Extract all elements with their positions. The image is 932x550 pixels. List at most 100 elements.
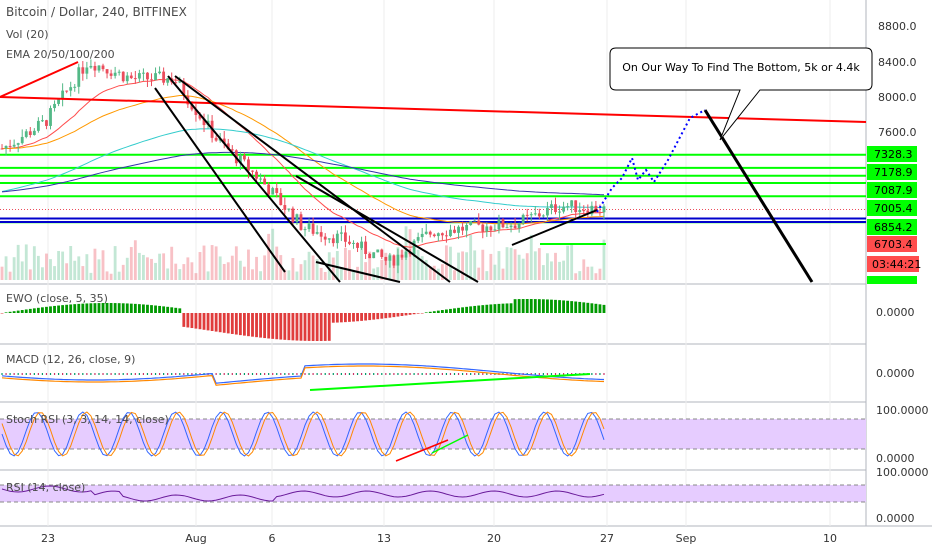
- volume-bar: [440, 264, 444, 280]
- volume-bar: [85, 254, 89, 280]
- macd-hist-bar: [534, 373, 536, 375]
- candle-body: [4, 145, 8, 149]
- candle-body: [283, 205, 287, 210]
- candle-body: [190, 104, 194, 110]
- candle-body: [315, 232, 319, 234]
- ewo-bar: [182, 313, 186, 327]
- macd-hist-bar: [179, 373, 181, 375]
- macd-pane: [1, 363, 605, 391]
- ewo-bar: [218, 313, 222, 333]
- volume-bar: [8, 271, 12, 280]
- candle-body: [481, 224, 485, 232]
- rsi-tick-bottom: 0.0000: [876, 512, 915, 525]
- ewo-bar: [489, 304, 493, 313]
- macd-hist-bar: [259, 373, 262, 375]
- ewo-bar: [32, 308, 36, 313]
- ewo-bar: [412, 313, 416, 315]
- macd-hist-bar: [90, 373, 92, 375]
- volume-bar: [57, 251, 60, 280]
- ewo-bar: [400, 313, 404, 316]
- ema-200-line: [1, 151, 605, 196]
- macd-hist-bar: [21, 373, 23, 375]
- volume-bar: [16, 244, 20, 280]
- volume-bar: [129, 247, 133, 280]
- ewo-bar: [142, 304, 145, 313]
- ewo-bar: [214, 313, 218, 332]
- volume-bar: [339, 267, 343, 280]
- stoch-tick-bottom: 0.0000: [876, 452, 915, 465]
- volume-bar: [461, 251, 464, 280]
- macd-hist-bar: [227, 373, 229, 375]
- volume-bar: [210, 245, 214, 280]
- volume-bar: [331, 257, 335, 280]
- candle-body: [574, 200, 578, 213]
- macd-hist-bar: [554, 373, 557, 375]
- ewo-bar: [323, 313, 327, 341]
- candle-body: [275, 188, 279, 193]
- ewo-bar: [174, 307, 178, 313]
- volume-label: Vol (20): [6, 28, 49, 41]
- candle-body: [562, 206, 565, 212]
- ewo-bar: [198, 313, 202, 330]
- volume-bar: [493, 264, 497, 280]
- volume-bar: [206, 271, 210, 280]
- ewo-bar: [77, 303, 81, 313]
- volume-bar: [202, 245, 206, 280]
- ewo-bar: [299, 313, 303, 341]
- black-projection: [703, 109, 814, 283]
- ewo-bar: [513, 299, 517, 313]
- candle-body: [267, 184, 271, 195]
- stoch-red-line: [395, 439, 449, 462]
- ewo-bar: [521, 299, 525, 313]
- ewo-bar: [206, 313, 210, 331]
- volume-bar: [590, 266, 594, 280]
- ewo-bar: [501, 303, 505, 313]
- candle-body: [360, 241, 363, 248]
- macd-hist-bar: [542, 373, 544, 375]
- volume-bar: [113, 246, 117, 280]
- candle-body: [271, 188, 275, 195]
- macd-tick: 0.0000: [876, 367, 915, 380]
- candle-body: [85, 67, 89, 74]
- stoch-green-line: [431, 434, 469, 454]
- ewo-bar: [283, 313, 287, 340]
- macd-hist-bar: [421, 373, 423, 375]
- macd-hist-bar: [70, 373, 72, 375]
- ewo-bar: [541, 299, 545, 313]
- trend-lines: [0, 61, 867, 283]
- candle-body: [97, 65, 101, 71]
- macd-hist-bar: [332, 373, 334, 375]
- macd-hist-bar: [425, 373, 427, 375]
- volume-bar: [380, 259, 384, 280]
- macd-hist-bar: [171, 373, 173, 375]
- volume-bar: [259, 271, 262, 280]
- macd-hist-bar: [409, 373, 411, 375]
- volume-bar: [481, 249, 485, 280]
- candle-body: [174, 82, 178, 84]
- ewo-bar: [105, 303, 109, 313]
- macd-hist-bar: [320, 373, 322, 375]
- ewo-bar: [477, 305, 481, 313]
- candle-body: [473, 220, 477, 222]
- volume-bar: [287, 270, 291, 280]
- candle-body: [550, 204, 553, 208]
- candle-body: [243, 155, 246, 160]
- ewo-bar: [202, 313, 206, 330]
- macd-hist-bar: [417, 373, 419, 375]
- candle-body: [364, 241, 368, 254]
- ewo-bar: [178, 308, 182, 313]
- volume-bar: [457, 252, 460, 280]
- last-price-tag: 6703.4: [874, 238, 913, 251]
- volume-bar: [420, 256, 424, 280]
- ewo-bar: [525, 299, 529, 313]
- candle-body: [0, 148, 4, 150]
- stoch-tick-top: 100.0000: [876, 404, 929, 417]
- candle-body: [424, 231, 428, 234]
- time-axis: 23 Aug 6 13 20 27 Sep 10: [41, 532, 837, 545]
- time-tick: 6: [269, 532, 276, 545]
- macd-hist-bar: [562, 373, 565, 375]
- candle-body: [194, 109, 198, 115]
- volume-bar: [319, 267, 323, 280]
- macd-hist-bar: [276, 373, 278, 375]
- macd-hist-bar: [284, 373, 286, 375]
